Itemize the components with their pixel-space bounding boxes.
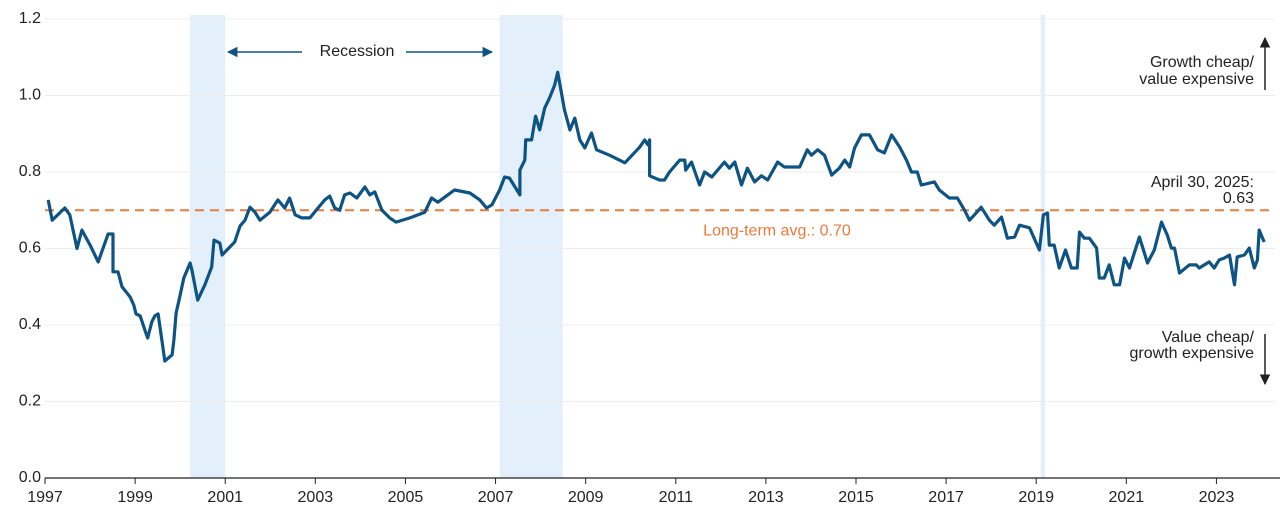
x-tick-label: 1997 — [27, 489, 63, 506]
latest-label: 0.63 — [1223, 190, 1254, 207]
data-line — [46, 70, 1266, 363]
y-tick-label: 0.8 — [19, 163, 41, 180]
lower-note: Value cheap/ — [1162, 329, 1255, 346]
upper-note: value expensive — [1139, 71, 1254, 88]
x-tick-label: 2021 — [1109, 489, 1145, 506]
y-tick-label: 0.4 — [19, 316, 41, 333]
x-tick-label: 2015 — [838, 489, 874, 506]
y-tick-label: 0.0 — [19, 469, 41, 486]
x-tick-label: 1999 — [117, 489, 153, 506]
x-tick-label: 2017 — [928, 489, 964, 506]
y-tick-label: 1.2 — [19, 10, 41, 27]
recession-label: Recession — [320, 43, 395, 60]
recession-band — [1040, 15, 1046, 478]
x-tick-label: 2001 — [207, 489, 243, 506]
x-tick-label: 2003 — [298, 489, 334, 506]
x-tick-label: 2023 — [1199, 489, 1235, 506]
x-tick-label: 2011 — [659, 489, 694, 506]
x-tick-label: 2009 — [568, 489, 604, 506]
x-tick-label: 2007 — [478, 489, 514, 506]
y-tick-label: 0.2 — [19, 393, 41, 410]
upper-note: Growth cheap/ — [1150, 54, 1255, 71]
foreground-layer: 0.0 0.2 0.4 0.6 0.8 1.0 1.2 1997 1999 2001 2003 200… — [19, 10, 1280, 506]
y-tick-label: 1.0 — [19, 87, 41, 104]
lower-note: growth expensive — [1129, 345, 1254, 362]
latest-label: April 30, 2025: — [1151, 174, 1254, 191]
x-tick-label: 2019 — [1018, 489, 1054, 506]
x-tick-label: 2013 — [748, 489, 784, 506]
y-tick-label: 0.6 — [19, 240, 41, 257]
x-tick-label: 2005 — [388, 489, 424, 506]
average-label: Long-term avg.: 0.70 — [703, 222, 851, 239]
